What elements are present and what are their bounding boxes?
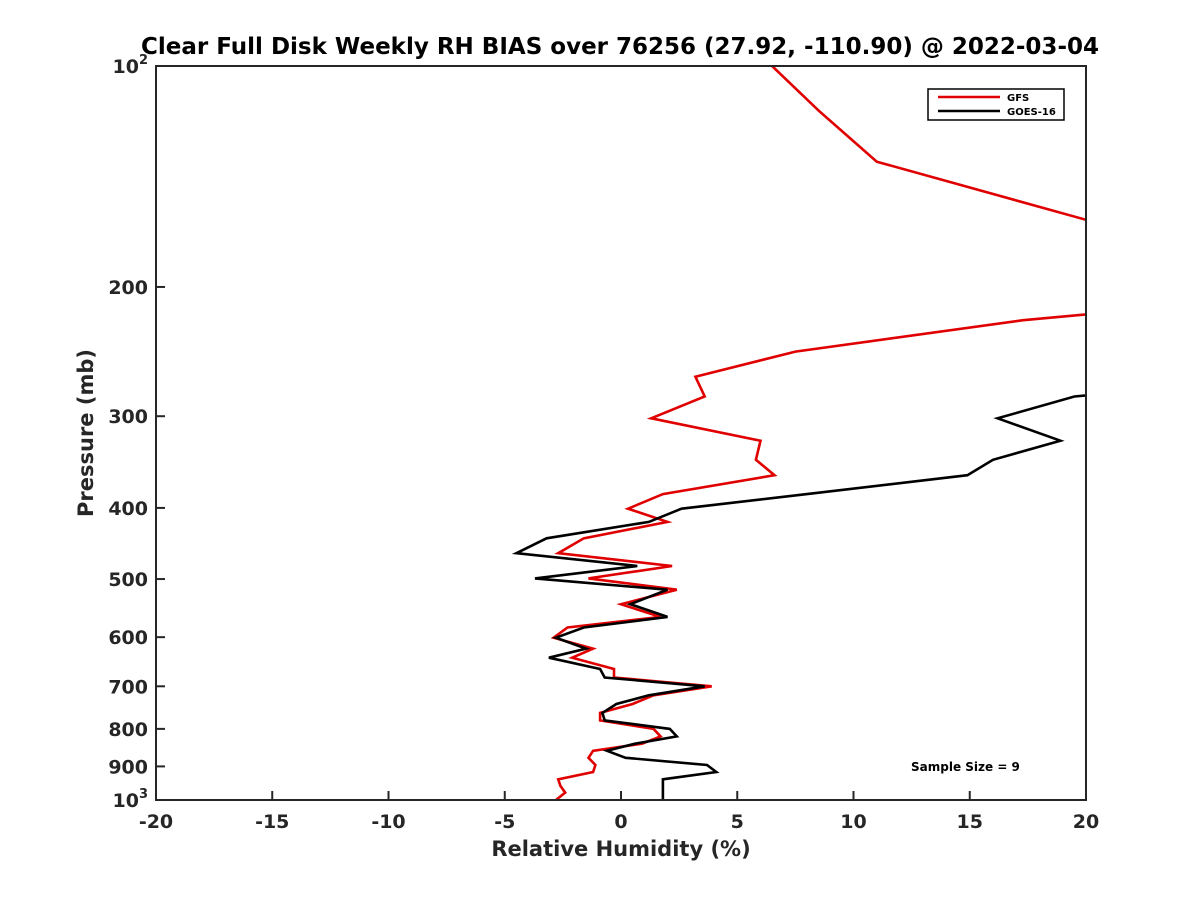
y-tick-label: 700: [108, 676, 148, 698]
y-tick-label: 900: [108, 756, 148, 778]
series-line-gfs-0: [771, 66, 1086, 222]
legend-label-goes16: GOES-16: [1007, 107, 1056, 118]
x-tick-label: -20: [139, 811, 173, 833]
x-tick-label: 20: [1073, 811, 1099, 833]
series-layer: [511, 66, 1086, 800]
series-line-gfs-1: [550, 313, 1086, 800]
y-tick-label: 800: [108, 719, 148, 741]
y-tick-label: 600: [108, 627, 148, 649]
x-tick-label: 15: [957, 811, 983, 833]
series-line-goes-16-0: [511, 394, 1086, 800]
x-axis-label: Relative Humidity (%): [491, 837, 750, 861]
x-tick-label: 5: [731, 811, 744, 833]
x-axis-ticks: -20 -15 -10 -5 0 5 10 15 20: [139, 791, 1099, 833]
plot-frame: [155, 65, 1087, 801]
y-tick-label: 400: [108, 498, 148, 520]
y-tick-label: 300: [108, 406, 148, 428]
y-tick-label: 102: [113, 53, 149, 78]
x-tick-label: 10: [840, 811, 866, 833]
y-axis-label: Pressure (mb): [74, 349, 98, 517]
y-axis-ticks: 102 200 300 400 500 600 700 800 900 103: [108, 53, 165, 812]
x-tick-label: -15: [255, 811, 289, 833]
y-tick-label: 103: [113, 787, 149, 812]
chart-title: Clear Full Disk Weekly RH BIAS over 7625…: [141, 34, 1099, 60]
y-tick-label: 200: [108, 277, 148, 299]
x-tick-label: 0: [614, 811, 627, 833]
y-tick-label: 500: [108, 569, 148, 591]
x-tick-label: -5: [494, 811, 515, 833]
legend-box: [927, 88, 1065, 121]
legend-label-gfs: GFS: [1007, 93, 1029, 104]
legend: GFS GOES-16: [927, 88, 1065, 121]
x-tick-label: -10: [371, 811, 405, 833]
sample-size-annotation: Sample Size = 9: [911, 760, 1020, 774]
